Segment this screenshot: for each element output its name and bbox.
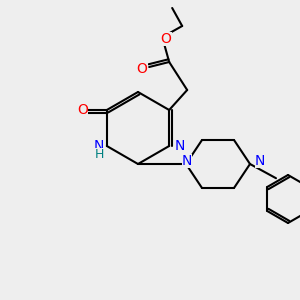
Text: N: N [255, 154, 266, 168]
Text: N: N [182, 154, 192, 168]
Text: O: O [137, 62, 148, 76]
Text: N: N [93, 139, 104, 153]
Text: O: O [161, 32, 172, 46]
Text: H: H [94, 148, 104, 160]
Text: O: O [77, 103, 88, 117]
Text: N: N [174, 139, 184, 153]
